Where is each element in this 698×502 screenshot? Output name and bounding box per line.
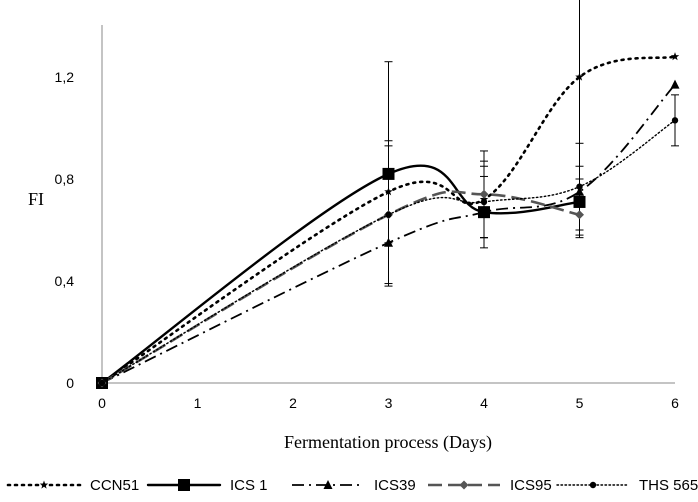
x-tick-label: 1 bbox=[194, 395, 202, 411]
y-tick-label: 0,8 bbox=[55, 171, 75, 187]
series-line-ths-565 bbox=[101, 119, 676, 384]
legend: CCN51 ICS 1 ICS39 ICS95 THS 565 bbox=[6, 477, 698, 494]
data-point-ics39 bbox=[479, 207, 489, 217]
legend-label-ics39: ICS39 bbox=[374, 477, 416, 494]
legend-label-ths-565: THS 565 bbox=[639, 477, 698, 494]
legend-label-ccn51: CCN51 bbox=[90, 477, 139, 494]
series-lines bbox=[100, 55, 677, 385]
legend-marker-ics95 bbox=[459, 480, 469, 490]
data-point-ics95 bbox=[575, 210, 584, 220]
x-tick-label: 4 bbox=[480, 395, 488, 411]
data-point-ths-565 bbox=[671, 117, 679, 124]
x-tick-label: 6 bbox=[671, 395, 679, 411]
data-point-ccn51 bbox=[384, 187, 393, 196]
legend-label-ics-1: ICS 1 bbox=[230, 477, 268, 494]
legend-item-ics95: ICS95 bbox=[428, 477, 552, 494]
data-point-ccn51 bbox=[670, 52, 680, 61]
data-point-ths-565 bbox=[98, 379, 106, 387]
series-markers bbox=[96, 52, 680, 389]
data-point-ths-565 bbox=[385, 211, 392, 218]
data-point-ics95 bbox=[479, 189, 489, 199]
legend-item-ics39: ICS39 bbox=[292, 477, 416, 494]
axes bbox=[101, 25, 675, 384]
x-axis-title: Fermentation process (Days) bbox=[284, 432, 492, 453]
y-tick-label: 1,2 bbox=[55, 69, 75, 85]
legend-item-ics-1: ICS 1 bbox=[146, 477, 268, 494]
data-point-ths-565 bbox=[480, 198, 488, 206]
data-point-ics-1 bbox=[382, 167, 395, 180]
legend-marker-ths-565 bbox=[589, 481, 597, 489]
data-point-ics39 bbox=[670, 79, 680, 89]
x-tick-label: 3 bbox=[385, 395, 393, 411]
series-line-ics-1 bbox=[100, 164, 581, 385]
legend-marker-ics-1 bbox=[178, 479, 190, 491]
error-bars bbox=[384, 0, 679, 287]
legend-item-ccn51: CCN51 bbox=[6, 477, 139, 494]
x-tick-label: 0 bbox=[98, 395, 106, 411]
series-line-ics39 bbox=[101, 84, 676, 384]
legend-item-ths-565: THS 565 bbox=[556, 477, 698, 494]
y-axis-title: FI bbox=[28, 189, 44, 209]
data-point-ths-565 bbox=[576, 183, 583, 190]
tick-labels: 0 1 2 3 4 5 6 0 0,4 0,8 1,2 bbox=[55, 69, 680, 411]
x-tick-label: 5 bbox=[576, 395, 584, 411]
y-tick-label: 0,4 bbox=[55, 273, 75, 289]
y-tick-label: 0 bbox=[66, 375, 74, 391]
x-tick-label: 2 bbox=[289, 395, 297, 411]
data-point-ics39 bbox=[384, 237, 393, 247]
data-point-ics-1 bbox=[573, 195, 586, 208]
data-point-ics39 bbox=[575, 186, 584, 196]
legend-label-ics95: ICS95 bbox=[510, 477, 552, 494]
legend-marker-ccn51 bbox=[39, 480, 49, 489]
data-point-ccn51 bbox=[575, 72, 584, 81]
legend-marker-ics39 bbox=[323, 480, 333, 489]
